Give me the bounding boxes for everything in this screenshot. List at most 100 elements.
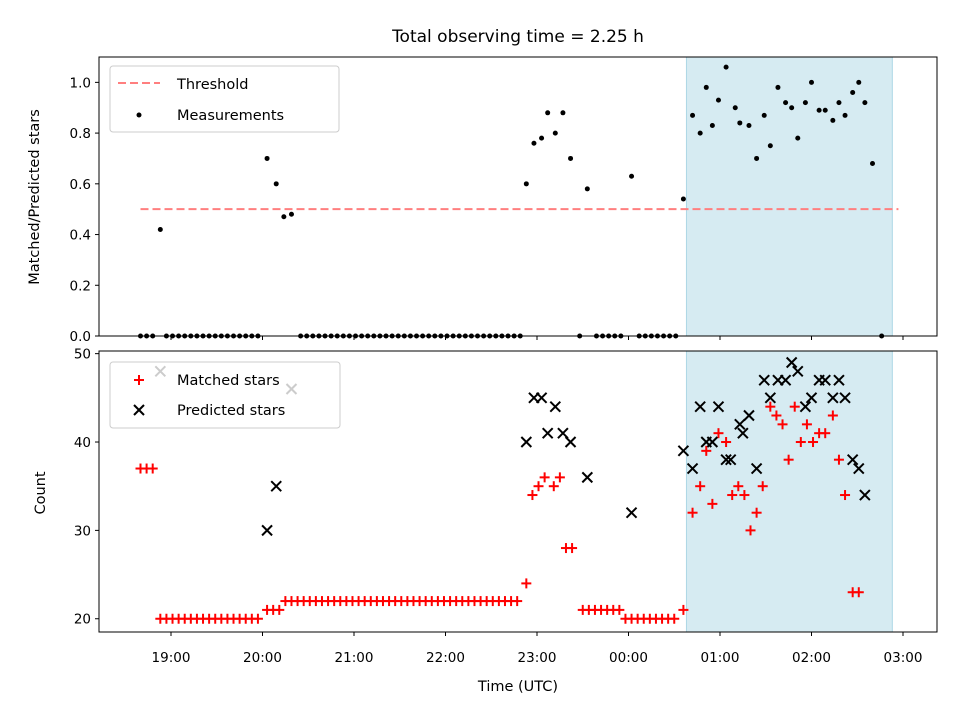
measurement-points [138, 64, 885, 339]
measurement-point [732, 105, 738, 111]
matched-point [820, 428, 831, 439]
x-tick-label: 02:00 [792, 650, 831, 666]
legend-predicted-label: Predicted stars [177, 403, 285, 419]
matched-point [521, 578, 532, 589]
predicted-point [541, 427, 554, 439]
measurement-point [842, 112, 848, 118]
measurement-point [709, 122, 715, 128]
measurement-point [783, 100, 789, 106]
x-tick-label: 03:00 [884, 650, 923, 666]
measurement-point [584, 186, 590, 192]
count-legend-box [109, 361, 341, 429]
predicted-point [706, 436, 719, 448]
predicted-point [805, 392, 818, 404]
matched-point [757, 481, 768, 492]
matched-point [777, 419, 788, 430]
measurement-point [795, 135, 801, 141]
y-tick-label: 0.4 [70, 228, 91, 244]
measurement-point [737, 120, 743, 126]
highlight-span-rect [685, 56, 893, 337]
measurement-point [802, 100, 808, 106]
measurement-point [754, 155, 760, 161]
measurement-point [767, 143, 773, 149]
observing-window-span [685, 350, 893, 633]
predicted-point [846, 453, 859, 466]
matched-point [707, 498, 718, 509]
predicted-point [724, 453, 737, 466]
plot-frame [98, 56, 938, 337]
measurement-point [288, 211, 294, 217]
predicted-point [720, 453, 732, 466]
x-tick-label: 01:00 [701, 650, 740, 666]
predicted-point [819, 374, 831, 386]
measurement-point [697, 130, 703, 136]
ratio-y-axis-label: Matched/Predicted stars [27, 109, 43, 285]
matched-point [713, 428, 724, 439]
y-tick-label: 1.0 [70, 75, 91, 91]
matched-point [833, 454, 844, 465]
predicted-point [686, 462, 699, 475]
matched-point [695, 481, 706, 492]
measurement-point [856, 79, 862, 85]
predicted-point [779, 374, 792, 386]
measurement-point [850, 90, 856, 96]
measurement-point [836, 100, 842, 106]
measurement-point [157, 226, 163, 232]
predicted-point [712, 400, 725, 413]
y-tick-label: 0.0 [70, 329, 91, 345]
x-tick-label: 20:00 [243, 650, 282, 666]
ratio-legend-box [109, 65, 340, 133]
matched-point [678, 604, 689, 615]
y-tick-label: 20 [74, 612, 91, 628]
matched-point [274, 604, 285, 615]
legend-measurements-label: Measurements [177, 108, 284, 124]
legend-matched-swatch [134, 375, 144, 385]
x-tick-label: 00:00 [609, 650, 648, 666]
predicted-point [581, 471, 594, 484]
matched-point [765, 401, 776, 412]
plot-frame [98, 350, 938, 633]
matched-point [789, 401, 800, 412]
ratio-panel: 0.0 0.2 0.4 0.6 0.8 1.0 Matched/Predicted sta… [27, 56, 938, 345]
legend-predicted-swatch [133, 404, 145, 416]
matched-point [771, 410, 782, 421]
y-tick-label: 50 [74, 347, 91, 363]
matched-point [721, 437, 732, 448]
measurement-point [816, 107, 822, 113]
matched-point [567, 543, 578, 554]
ratio-y-ticks: 0.0 0.2 0.4 0.6 0.8 1.0 [70, 75, 99, 345]
matched-point [840, 490, 851, 501]
predicted-point [677, 445, 690, 457]
legend-x-marker [133, 404, 145, 416]
measurement-point [281, 214, 287, 220]
measurement-point [775, 84, 781, 90]
matched-point [808, 437, 819, 448]
predicted-point [743, 409, 755, 422]
legend-matched-label: Matched stars [177, 373, 280, 389]
measurement-point [531, 140, 537, 146]
legend-plus-marker [134, 375, 144, 385]
measurement-point [539, 135, 545, 141]
matched-point [614, 604, 625, 615]
matched-point [554, 472, 565, 483]
matched-point [701, 445, 712, 456]
predicted-point [549, 400, 562, 413]
matched-point [533, 481, 544, 492]
ratio-legend: Threshold Measurements [109, 65, 340, 133]
highlight-span-rect [685, 350, 893, 633]
matched-point [827, 410, 838, 421]
figure-title: Total observing time = 2.25 h [391, 27, 644, 47]
measurement-point [273, 181, 279, 187]
matched-point [801, 419, 812, 430]
matched-point [795, 437, 806, 448]
observing-window-span [685, 56, 893, 337]
matched-point [548, 481, 559, 492]
measurement-point [690, 112, 696, 118]
measurement-point [809, 79, 814, 85]
count-y-axis-label: Count [33, 471, 49, 514]
measurement-point [789, 105, 795, 111]
matched-point [539, 472, 550, 483]
measurement-point [830, 117, 836, 123]
y-tick-label: 30 [74, 523, 91, 539]
